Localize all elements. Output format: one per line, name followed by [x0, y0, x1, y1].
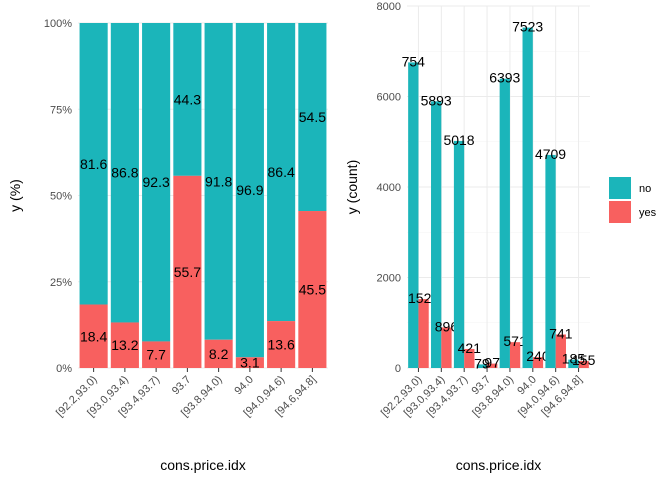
bar-no — [267, 23, 296, 322]
bar-yes — [204, 339, 233, 368]
data-label-no: 54.5 — [299, 109, 326, 125]
bar-no — [173, 23, 202, 176]
legend-label-yes: yes — [639, 207, 657, 219]
y-tick-label: 0 — [395, 363, 401, 375]
data-label-no: 91.8 — [205, 173, 232, 189]
data-label-yes: 13.2 — [111, 337, 138, 353]
y-tick-label: 25% — [50, 277, 72, 289]
bar-no — [453, 140, 465, 368]
data-label-no: 96.9 — [236, 182, 263, 198]
data-label-no: 92.3 — [143, 174, 170, 190]
y-axis-title: y (count) — [344, 160, 360, 214]
bar-yes — [418, 299, 429, 368]
x-axis-title: cons.price.idx — [160, 457, 246, 473]
data-label-yes: 97 — [484, 355, 500, 371]
bar-no — [499, 78, 510, 369]
data-label-no: 81.6 — [80, 156, 107, 172]
x-tick-label: 93.7 — [170, 374, 194, 398]
y-axis-title: y (%) — [7, 179, 23, 212]
bar-yes — [532, 357, 544, 368]
percent-stacked-bar-chart: 0%25%50%75%100%81.618.4[92.2,93.0)86.813… — [7, 18, 328, 473]
bar-no — [235, 23, 264, 358]
bar-yes — [79, 304, 108, 368]
data-label-yes: 3.1 — [240, 355, 260, 371]
bar-yes — [298, 211, 327, 368]
bar-yes — [267, 321, 296, 368]
bar-yes — [235, 357, 264, 368]
data-label-no: 5893 — [421, 92, 452, 108]
data-label-no: 754 — [402, 53, 426, 69]
bar-no — [79, 23, 108, 305]
legend-label-no: no — [639, 183, 651, 195]
bar-no — [476, 364, 488, 368]
x-tick-label: 94.0 — [232, 374, 256, 398]
y-tick-label: 4000 — [377, 182, 401, 194]
x-axis-title: cons.price.idx — [456, 457, 542, 473]
bar-yes — [555, 334, 566, 368]
data-label-yes: 55.7 — [174, 264, 201, 280]
y-tick-label: 2000 — [377, 273, 401, 285]
data-label-yes: 896 — [435, 318, 459, 334]
bar-no — [568, 359, 579, 368]
bar-no — [431, 101, 442, 369]
bar-no — [142, 23, 171, 342]
y-tick-label: 6000 — [377, 92, 401, 104]
data-label-no: 4709 — [535, 146, 566, 162]
data-label-no: 86.4 — [268, 164, 295, 180]
bar-yes — [441, 327, 452, 368]
data-label-yes: 7.7 — [146, 347, 166, 363]
bar-no — [110, 23, 139, 323]
data-label-no: 7523 — [512, 19, 543, 35]
data-label-yes: 421 — [458, 340, 482, 356]
data-label-yes: 240 — [526, 348, 550, 364]
bar-no — [522, 27, 533, 368]
legend-swatch-no — [609, 177, 631, 199]
bar-yes — [578, 360, 589, 368]
data-label-yes: 13.6 — [268, 337, 295, 353]
bar-no — [545, 154, 556, 368]
bar-yes — [142, 341, 171, 368]
data-label-no: 6393 — [489, 70, 520, 86]
bar-no — [204, 23, 233, 340]
data-label-no: 79 — [474, 355, 490, 371]
bar-yes — [464, 348, 475, 368]
y-tick-label: 100% — [44, 18, 72, 30]
data-label-yes: 45.5 — [299, 282, 326, 298]
data-label-no: 185 — [562, 351, 586, 367]
legend-swatch-yes — [609, 201, 631, 223]
bar-no — [408, 62, 419, 368]
y-tick-label: 0% — [56, 363, 72, 375]
data-label-yes: 155 — [572, 352, 596, 368]
bar-yes — [509, 342, 521, 368]
bar-yes — [110, 322, 139, 368]
bar-yes — [173, 175, 202, 368]
bar-no — [298, 23, 327, 212]
y-tick-label: 50% — [50, 191, 72, 203]
data-label-yes: 741 — [549, 325, 573, 341]
data-label-no: 86.8 — [111, 165, 138, 181]
legend: no yes — [609, 177, 657, 223]
data-label-no: 44.3 — [174, 91, 201, 107]
count-dodged-bar-chart: 020004000600080007541523[92.2,93.0)58938… — [344, 1, 596, 473]
data-label-no: 5018 — [443, 132, 474, 148]
data-label-yes: 8.2 — [209, 346, 229, 362]
data-label-yes: 18.4 — [80, 328, 107, 344]
bar-yes — [487, 363, 498, 368]
data-label-yes: 571 — [503, 333, 527, 349]
y-tick-label: 75% — [50, 104, 72, 116]
y-tick-label: 8000 — [377, 1, 401, 13]
